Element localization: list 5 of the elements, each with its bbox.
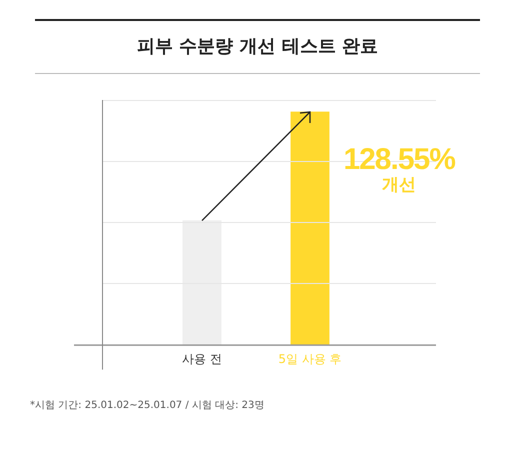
text: *시험 기간: 25.01.02~25.01.07 / 시험 대상: 23명 bbox=[30, 399, 264, 412]
annotation: 128.55% 개선 bbox=[343, 143, 455, 195]
chart-title: 피부 수분량 개선 테스트 완료 bbox=[136, 35, 380, 58]
x-tick-label: 5일 사용 후 bbox=[278, 352, 342, 366]
x-tick-label: 사용 전 bbox=[182, 352, 222, 366]
